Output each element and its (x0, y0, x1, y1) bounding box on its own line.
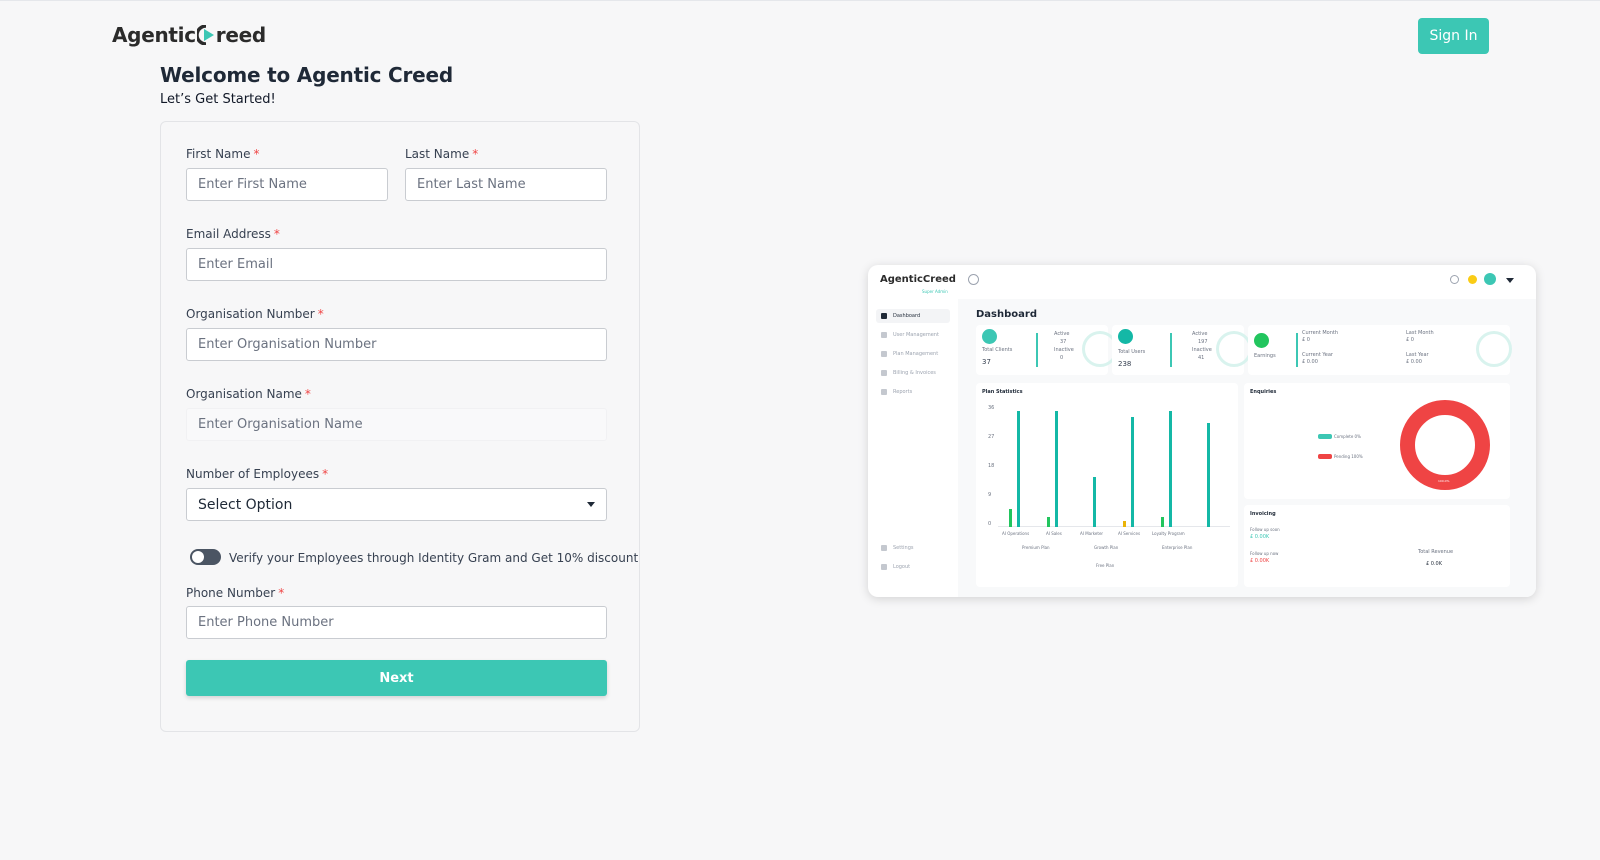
preview-title: Dashboard (976, 309, 1037, 320)
verify-employees-toggle[interactable] (190, 549, 221, 565)
avatar (1484, 273, 1496, 285)
legend-enterprise: Enterprise Plan (1162, 545, 1193, 550)
phone-input[interactable] (186, 606, 607, 639)
dashboard-preview: AgenticCreed Super Admin Dashboard User … (868, 265, 1536, 597)
preview-stat-users: Total Users 238 Active 197 Inactive 41 (1112, 325, 1252, 375)
legend-free: Free Plan (1096, 563, 1115, 568)
users-icon (1118, 329, 1133, 344)
preview-plan-statistics: Plan Statistics 36 27 18 9 0 AI Operatio… (976, 383, 1238, 587)
org-name-label: Organisation Name * (186, 387, 311, 401)
earnings-icon (1254, 333, 1269, 348)
brand-logo: Agentic reed (112, 23, 266, 47)
employees-select[interactable]: Select Option (186, 488, 607, 521)
preview-enquiries: Enquiries Complete 0% Pending 100% 100.0… (1244, 383, 1510, 499)
brand-name-left: Agentic (112, 23, 196, 47)
logo-mark-icon (195, 24, 215, 46)
email-input[interactable] (186, 248, 607, 281)
preview-sidebar: Dashboard User Management Plan Managemen… (868, 299, 958, 597)
preview-stat-earnings: Earnings Current Month £ 0 Current Year … (1248, 325, 1512, 375)
page-subtitle: Let’s Get Started! (160, 92, 276, 107)
search-icon (968, 274, 979, 285)
first-name-input[interactable] (186, 168, 388, 201)
link-icon (1450, 275, 1459, 284)
preview-logo: AgenticCreed (880, 274, 956, 285)
page-title: Welcome to Agentic Creed (160, 63, 454, 87)
bell-icon (1468, 275, 1477, 284)
employees-selected-value: Select Option (198, 496, 293, 513)
preview-logo-sub: Super Admin (922, 289, 948, 294)
preview-invoicing: Invoicing Follow up soon £ 0.00K Follow … (1244, 505, 1510, 587)
last-name-input[interactable] (405, 168, 607, 201)
preview-nav-plans: Plan Management (876, 347, 950, 361)
preview-stat-clients: Total Clients 37 Active 37 Inactive 0 (976, 325, 1118, 375)
preview-nav-users: User Management (876, 328, 950, 342)
last-name-label: Last Name * (405, 147, 479, 161)
org-number-label: Organisation Number * (186, 307, 324, 321)
preview-nav-dashboard: Dashboard (876, 309, 950, 323)
preview-nav-reports: Reports (876, 385, 950, 399)
first-name-label: First Name * (186, 147, 260, 161)
email-label: Email Address * (186, 227, 280, 241)
preview-main: Dashboard Total Clients 37 Active 37 Ina… (958, 299, 1536, 597)
preview-topbar: AgenticCreed Super Admin (868, 265, 1536, 299)
preview-nav-logout: Logout (876, 560, 950, 574)
next-button[interactable]: Next (186, 660, 607, 696)
clients-icon (982, 329, 997, 344)
org-number-input[interactable] (186, 328, 607, 361)
sign-in-button[interactable]: Sign In (1418, 18, 1489, 54)
intro: Welcome to Agentic Creed Let’s Get Start… (160, 63, 453, 107)
preview-nav-billing: Billing & Invoices (876, 366, 950, 380)
employees-label: Number of Employees * (186, 467, 329, 481)
enquiries-donut (1400, 400, 1490, 490)
brand-name-right: reed (215, 23, 266, 47)
chevron-down-icon (1506, 278, 1514, 283)
legend-growth: Growth Plan (1094, 545, 1119, 550)
preview-nav-settings: Settings (876, 541, 950, 555)
signup-form: First Name* Last Name* Email Address* Or… (160, 121, 640, 732)
chevron-down-icon (587, 502, 595, 507)
verify-employees-label: Verify your Employees through Identity G… (229, 551, 639, 565)
phone-label: Phone Number * (186, 586, 285, 600)
legend-premium: Premium Plan (1022, 545, 1050, 550)
org-name-input[interactable] (186, 408, 607, 441)
